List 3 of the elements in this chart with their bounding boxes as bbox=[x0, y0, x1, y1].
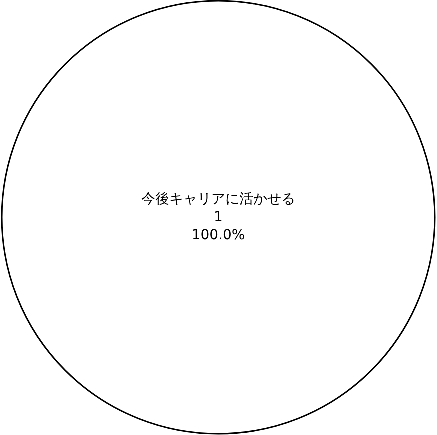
slice-label: 今後キャリアに活かせる bbox=[142, 191, 296, 208]
data-label: 1 bbox=[214, 210, 223, 226]
text: 100.0% bbox=[192, 228, 246, 244]
